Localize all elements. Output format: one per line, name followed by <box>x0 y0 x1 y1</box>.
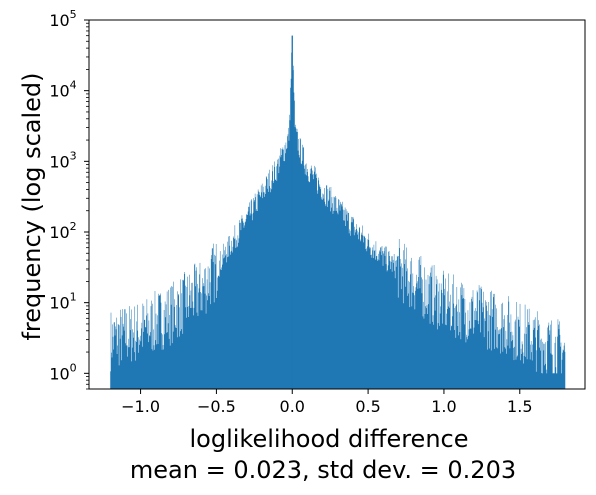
x-tick-label: 1.5 <box>507 397 532 416</box>
plot-frame <box>88 19 586 390</box>
x-axis-subtitle: mean = 0.023, std dev. = 0.203 <box>130 456 516 484</box>
y-tick-label: 100 <box>49 361 76 383</box>
x-tick-label: 0.0 <box>280 397 305 416</box>
x-tick-label: 0.5 <box>355 397 380 416</box>
y-axis-ticks: 100 101 102 103 104 105 <box>49 8 89 390</box>
y-tick-label: 105 <box>49 8 76 30</box>
x-tick-label: −1.0 <box>121 397 160 416</box>
histogram-peak-bar <box>291 35 293 390</box>
y-tick-label: 103 <box>49 149 76 171</box>
histogram-bars <box>110 35 566 390</box>
x-tick-label: −0.5 <box>197 397 236 416</box>
histogram-bars-fill <box>110 35 566 390</box>
x-tick-label: 1.0 <box>431 397 456 416</box>
y-tick-label: 104 <box>49 79 76 101</box>
y-tick-label: 101 <box>49 291 76 313</box>
x-axis-label: loglikelihood difference <box>190 425 469 453</box>
y-axis-label: frequency (log scaled) <box>18 72 46 340</box>
x-axis-ticks: −1.0 −0.5 0.0 0.5 1.0 1.5 <box>121 389 533 416</box>
y-tick-label: 102 <box>49 220 76 242</box>
